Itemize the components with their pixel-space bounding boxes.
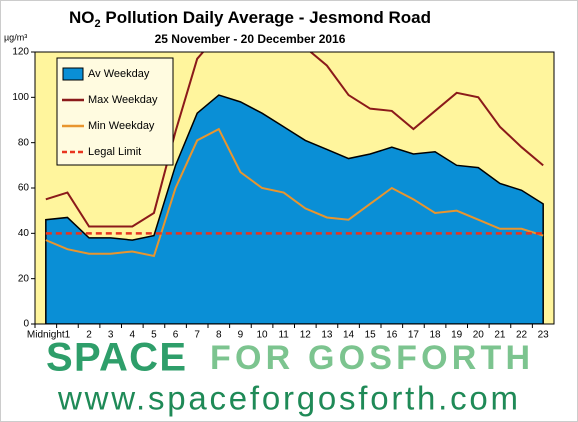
x-tick-label: 17 — [408, 330, 420, 341]
legend-label: Min Weekday — [88, 120, 155, 132]
y-tick-label: 60 — [18, 183, 30, 194]
x-tick-label: 7 — [194, 330, 200, 341]
x-tick-label: 11 — [278, 330, 289, 341]
legend-label: Max Weekday — [88, 94, 158, 106]
legend-label: Legal Limit — [88, 146, 141, 158]
y-tick-label: 80 — [18, 137, 30, 148]
x-tick-label: 2 — [86, 330, 92, 341]
line — [45, 127, 544, 258]
x-tick-label: 1 — [65, 330, 71, 341]
y-tick-label: 20 — [18, 273, 30, 284]
x-tick-label: 16 — [386, 330, 398, 341]
x-tick-label: 20 — [473, 330, 485, 341]
x-tick-label: 10 — [257, 330, 269, 341]
y-tick-label: 100 — [12, 92, 29, 103]
x-tick-label: 4 — [130, 330, 136, 341]
x-tick-label: 5 — [151, 330, 157, 341]
x-tick-label: 13 — [321, 330, 333, 341]
series-layer — [45, 52, 544, 324]
x-tick-label: 14 — [343, 330, 355, 341]
y-tick-label: 40 — [18, 228, 30, 239]
chart-subtitle: 25 November - 20 December 2016 — [155, 32, 346, 46]
x-tick-label: 15 — [365, 330, 377, 341]
line — [45, 52, 544, 228]
x-tick-label: 22 — [516, 330, 528, 341]
x-tick-label: Midnight — [27, 330, 65, 341]
legend-swatch — [62, 67, 84, 81]
x-tick-label: 18 — [430, 330, 442, 341]
x-tick-label: 19 — [451, 330, 463, 341]
brand-rest: FOR GOSFORTH — [210, 339, 530, 377]
x-tick-label: 9 — [238, 330, 244, 341]
y-tick-label: 120 — [12, 47, 29, 58]
x-tick-label: 3 — [108, 330, 114, 341]
chart-title: NO2 Pollution Daily Average - Jesmond Ro… — [69, 8, 431, 29]
x-tick-label: 6 — [173, 330, 179, 341]
y-unit: µg/m³ — [4, 32, 27, 42]
x-tick-label: 12 — [300, 330, 312, 341]
legend-label: Av Weekday — [88, 68, 150, 80]
y-tick-label: 0 — [23, 319, 29, 330]
x-tick-label: 23 — [538, 330, 550, 341]
x-tick-label: 21 — [494, 330, 506, 341]
area — [45, 94, 544, 324]
brand-bold: SPACE — [46, 336, 186, 380]
x-tick-label: 8 — [216, 330, 222, 341]
